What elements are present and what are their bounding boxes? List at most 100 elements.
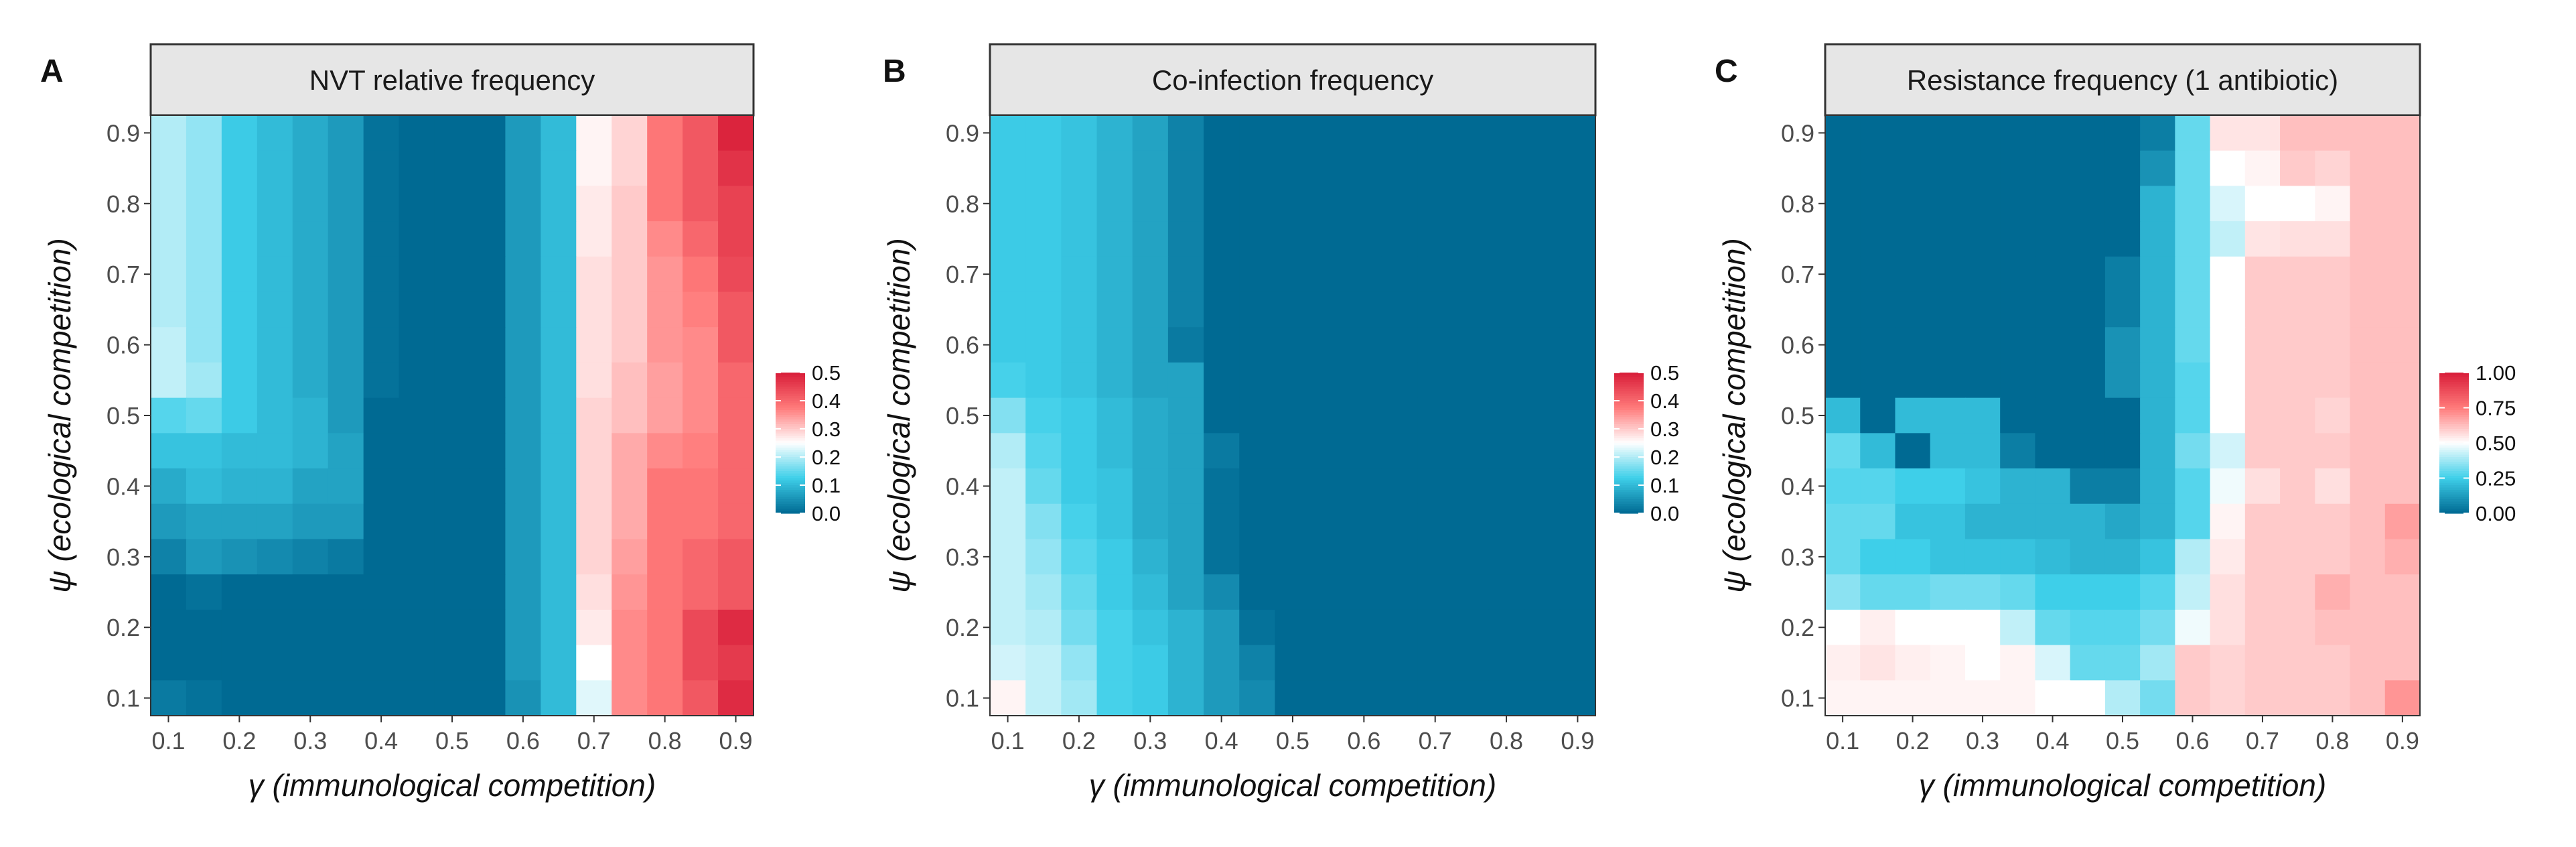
y-tick-label: 0.7 <box>946 261 979 288</box>
heatmap-cell <box>683 327 719 363</box>
heatmap-cell <box>2244 221 2281 257</box>
heatmap-cell <box>1167 327 1204 363</box>
heatmap-cell <box>1346 433 1382 469</box>
heatmap-cell <box>1417 291 1453 328</box>
heatmap-cell <box>1381 574 1418 610</box>
heatmap-cell <box>434 115 471 151</box>
heatmap-cell <box>2280 291 2315 328</box>
heatmap-cell <box>647 397 683 434</box>
heatmap-cell <box>2035 645 2071 681</box>
heatmap-cells <box>990 115 1596 716</box>
heatmap-cell <box>2140 468 2175 505</box>
y-tick-label: 0.3 <box>1781 543 1814 571</box>
heatmap-cell <box>1061 680 1098 716</box>
heatmap-cell <box>2035 362 2071 399</box>
heatmap-cell <box>576 433 612 469</box>
heatmap-cell <box>1167 539 1204 575</box>
heatmap-cell <box>2175 362 2211 399</box>
heatmap-cell <box>151 221 187 257</box>
colorbar-step <box>776 401 805 404</box>
heatmap-cell <box>1453 327 1490 363</box>
heatmap-cell <box>151 609 187 646</box>
heatmap-cell <box>1204 503 1240 540</box>
heatmap-cell <box>1096 468 1133 505</box>
heatmap-cell <box>1860 115 1896 151</box>
heatmap-cell <box>186 503 222 540</box>
heatmap-cell <box>541 680 577 716</box>
heatmap-cell <box>612 468 648 505</box>
heatmap-cell <box>2175 397 2211 434</box>
colorbar-step <box>1614 501 1644 505</box>
heatmap-cell <box>292 115 329 151</box>
heatmap-cell <box>2280 397 2315 434</box>
heatmap-cell <box>221 503 258 540</box>
heatmap-cell <box>1453 645 1490 681</box>
heatmap-cell <box>1964 503 2001 540</box>
heatmap-cell <box>1964 468 2001 505</box>
heatmap-cell <box>990 327 1026 363</box>
colorbar-step <box>1614 445 1644 448</box>
colorbar-step <box>776 389 805 392</box>
heatmap-cell <box>2350 468 2386 505</box>
heatmap-cell <box>2350 609 2386 646</box>
heatmap-cell <box>1132 291 1169 328</box>
colorbar-step <box>1614 377 1644 381</box>
heatmap-cell <box>1930 397 1966 434</box>
heatmap-cell <box>1930 256 1966 293</box>
y-tick-label: 0.4 <box>1781 472 1814 500</box>
heatmap-cell <box>2070 574 2106 610</box>
heatmap-cell <box>1488 221 1525 257</box>
heatmap-cell <box>2280 503 2315 540</box>
heatmap-cell <box>2104 397 2141 434</box>
heatmap-cell <box>1310 574 1347 610</box>
heatmap-cell <box>434 574 471 610</box>
heatmap-cell <box>1025 291 1062 328</box>
colorbar-label: 0.1 <box>1650 474 1679 497</box>
heatmap-cell <box>363 221 400 257</box>
heatmap-cell <box>470 609 506 646</box>
heatmap-cell <box>1061 397 1098 434</box>
heatmap-cell <box>2350 362 2386 399</box>
heatmap-cell <box>647 291 683 328</box>
heatmap-cell <box>1310 397 1347 434</box>
colorbar-step <box>2439 462 2469 465</box>
colorbar-step <box>2439 468 2469 472</box>
heatmap-cell <box>1381 645 1418 681</box>
y-tick-label: 0.6 <box>106 332 140 359</box>
heatmap-cell <box>186 539 222 575</box>
heatmap-cell <box>1964 539 2001 575</box>
colorbar-step <box>1614 393 1644 397</box>
heatmap-cell <box>2244 150 2281 187</box>
heatmap-cell <box>2384 291 2421 328</box>
heatmap-cell <box>221 609 258 646</box>
colorbar-step <box>2439 511 2469 514</box>
heatmap-cell <box>990 609 1026 646</box>
heatmap-cell <box>1346 609 1382 646</box>
heatmap-cell <box>221 327 258 363</box>
heatmap-cell <box>1524 150 1561 187</box>
heatmap-cell <box>1559 221 1596 257</box>
heatmap-cell <box>2104 680 2141 716</box>
heatmap-cell <box>151 256 187 293</box>
heatmap-cell <box>1381 186 1418 222</box>
heatmap-cell <box>2104 362 2141 399</box>
heatmap-cell <box>186 609 222 646</box>
heatmap-cell <box>1559 362 1596 399</box>
y-tick-label: 0.1 <box>1781 685 1814 712</box>
colorbar-step <box>1614 499 1644 503</box>
heatmap-cell <box>1061 362 1098 399</box>
x-tick-label: 0.7 <box>1419 727 1452 755</box>
y-tick-label: 0.7 <box>1781 261 1814 288</box>
colorbar-step <box>776 473 805 476</box>
heatmap-cell <box>1204 397 1240 434</box>
colorbar-label: 0.2 <box>1650 446 1679 469</box>
heatmap-cell <box>2035 574 2071 610</box>
heatmap-cell <box>647 186 683 222</box>
heatmap-cell <box>541 539 577 575</box>
colorbar-label: 0.0 <box>812 502 841 525</box>
heatmap-cell <box>1559 397 1596 434</box>
heatmap-cell <box>1061 539 1098 575</box>
heatmap-cell <box>470 150 506 187</box>
heatmap-cell <box>151 186 187 222</box>
